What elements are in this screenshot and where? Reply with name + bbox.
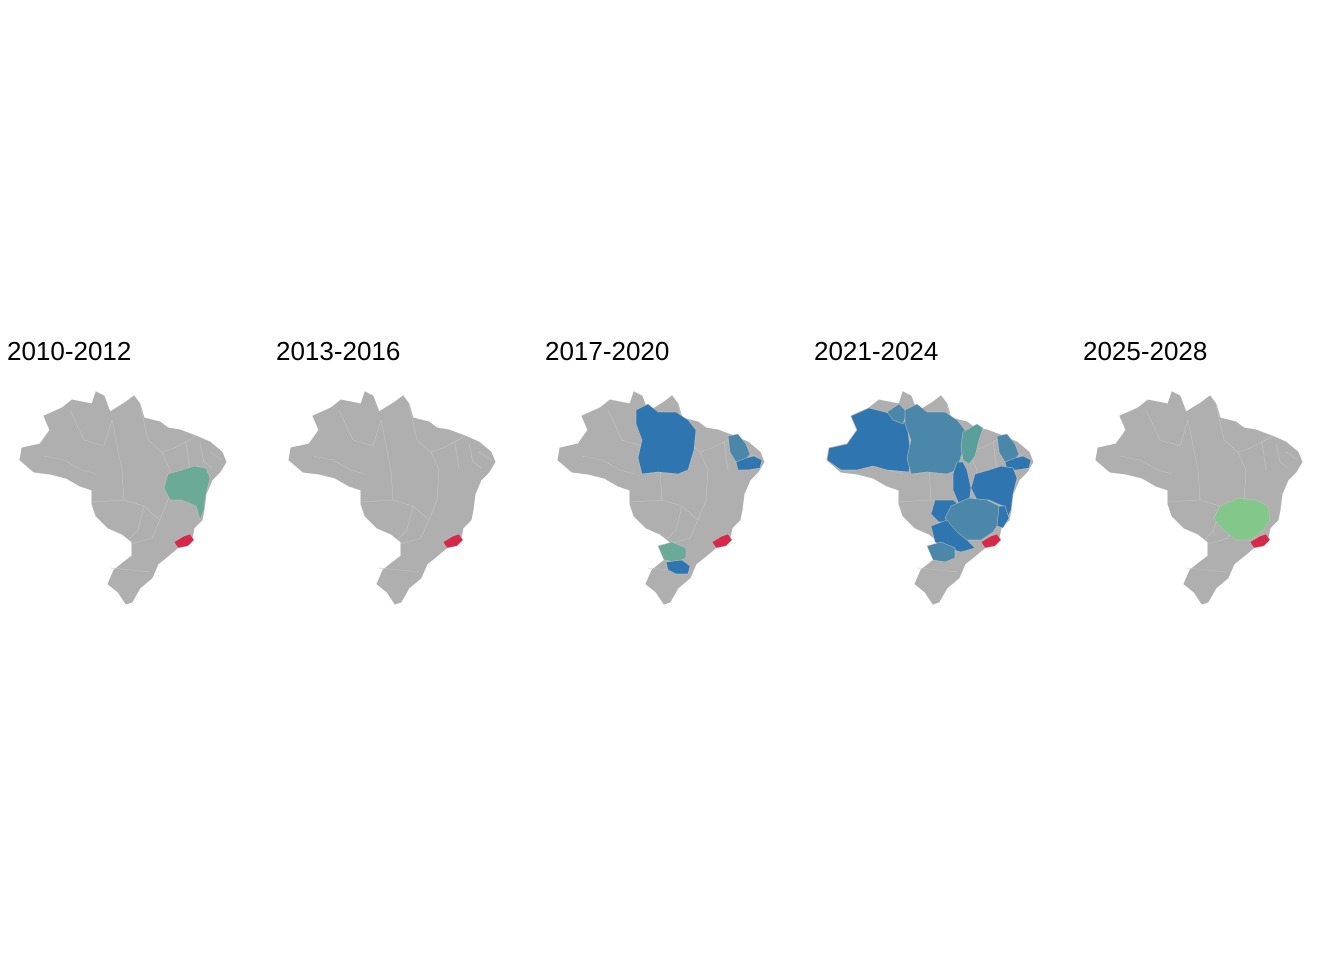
state-border [185,441,191,471]
highlighted-state-rio [1249,533,1271,549]
state-border [209,451,223,461]
panel-title: 2017-2020 [545,336,669,366]
state-border [1261,441,1267,471]
state-border [396,505,414,541]
map-panel-2021-2024: 2021-2024 [814,336,1034,605]
panel-title: 2021-2024 [814,336,938,366]
panel-title: 2013-2016 [276,336,400,366]
state-border [581,455,635,475]
highlighted-state-espirito [996,505,1010,529]
state-border [91,419,125,503]
state-border [1285,451,1299,461]
highlighted-state-santa_catarina [665,559,691,575]
highlighted-state-parana [926,541,956,563]
highlighted-state-rio [711,533,733,549]
state-border [992,441,998,471]
highlighted-state-rio [980,533,1002,549]
state-border [378,567,420,573]
state-border [665,505,683,541]
state-border [139,403,171,471]
state-border [454,441,460,471]
state-border [338,409,382,447]
map-panel-2013-2016: 2013-2016 [276,336,496,605]
state-border [161,435,197,453]
state-border [1119,455,1173,475]
highlighted-state-rio [173,533,195,549]
panel-title: 2025-2028 [1083,336,1207,366]
highlighted-state-maranhao [960,423,984,465]
highlighted-state-minas [1213,497,1271,541]
highlighted-state-bahia [163,465,211,521]
state-border [468,443,482,469]
map-panels: 2010-2012 2013-2016 2017-2020 2021-2024 2025… [7,336,1303,605]
state-border [109,567,151,573]
state-border [408,403,440,471]
map-panel-2010-2012: 2010-2012 [7,336,227,605]
state-border [43,455,97,475]
highlighted-state-parana [657,541,687,563]
state-border [1237,435,1273,453]
state-border [69,409,113,447]
state-border [916,567,958,573]
state-border [312,455,366,475]
brazil-map [557,391,765,605]
state-border [127,505,145,541]
state-border [723,441,729,471]
brazil-map [826,391,1034,605]
state-border [430,435,466,453]
state-border [1215,403,1247,471]
state-border [1275,443,1289,469]
state-border [478,451,492,461]
brazil-outline [557,391,765,605]
map-panel-2025-2028: 2025-2028 [1083,336,1303,605]
brazil-outline [19,391,227,605]
brazil-outline [288,391,496,605]
highlighted-state-nordeste_coast [735,455,763,471]
brazil-map [1095,391,1303,605]
highlighted-state-para [635,403,697,475]
panel-title: 2010-2012 [7,336,131,366]
state-border [199,443,213,469]
highlighted-state-rio [442,533,464,549]
brazil-outline [1095,391,1303,605]
map-panel-2017-2020: 2017-2020 [545,336,765,605]
state-border [1185,567,1227,573]
state-border [1145,409,1189,447]
state-border [1167,419,1201,503]
brazil-map [288,391,496,605]
state-border [360,419,394,503]
brazil-map [19,391,227,605]
